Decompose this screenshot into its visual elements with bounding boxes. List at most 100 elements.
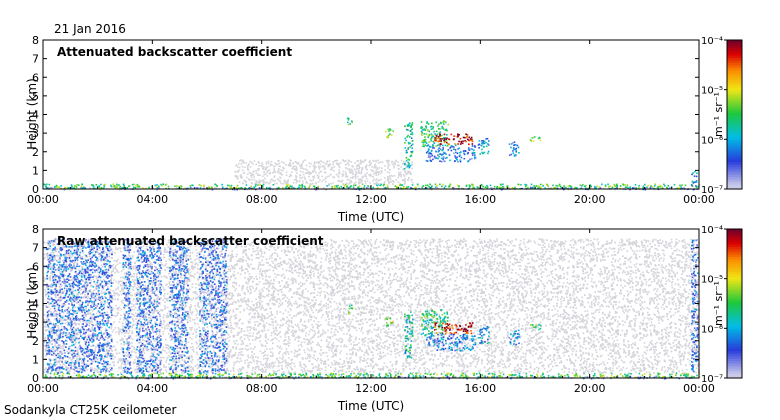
data-cell <box>95 187 97 189</box>
data-cell <box>421 140 424 143</box>
data-cell <box>158 187 160 189</box>
data-cell <box>553 187 555 189</box>
data-cell <box>428 133 431 136</box>
data-cell <box>449 147 451 149</box>
data-cell <box>44 374 47 376</box>
data-cell <box>103 185 106 188</box>
data-cell <box>434 137 437 139</box>
data-cell <box>359 178 362 180</box>
data-cell <box>267 162 270 165</box>
data-cell <box>362 176 364 178</box>
colorbar-segment <box>727 174 742 178</box>
data-cell <box>178 186 180 188</box>
data-cell <box>231 187 234 190</box>
data-cell <box>468 147 470 149</box>
data-cell <box>506 185 509 188</box>
data-cell <box>411 123 413 126</box>
data-cell <box>394 163 396 165</box>
data-cell <box>53 373 56 376</box>
data-cell <box>426 373 429 375</box>
data-cell <box>403 168 406 170</box>
data-cell <box>246 166 249 169</box>
data-cell <box>446 372 448 375</box>
data-cell <box>553 376 556 379</box>
data-cell <box>486 184 488 187</box>
data-cell <box>244 180 247 182</box>
data-cell <box>280 169 283 171</box>
data-cell <box>199 187 202 189</box>
data-cell <box>582 183 584 186</box>
data-cell <box>484 375 486 377</box>
data-cell <box>45 187 48 189</box>
data-cell <box>403 163 406 165</box>
data-cell <box>472 186 475 188</box>
data-cell <box>375 165 377 168</box>
data-cell <box>292 162 294 164</box>
data-cell <box>361 166 363 169</box>
data-cell <box>379 161 382 163</box>
data-cell <box>279 375 281 378</box>
p0-region-1 <box>43 183 701 190</box>
data-cell <box>95 184 98 186</box>
data-cell <box>539 139 542 142</box>
data-cell <box>445 140 447 142</box>
data-cell <box>67 376 70 378</box>
data-cell <box>301 183 303 186</box>
data-cell <box>288 165 291 167</box>
data-cell <box>205 373 208 376</box>
data-cell <box>356 160 358 162</box>
data-cell <box>261 163 264 166</box>
data-cell <box>441 185 443 188</box>
data-cell <box>331 374 333 376</box>
data-cell <box>108 373 111 376</box>
data-cell <box>286 180 289 182</box>
data-cell <box>326 375 329 377</box>
data-cell <box>388 130 390 132</box>
data-cell <box>404 142 406 144</box>
data-cell <box>118 377 120 380</box>
data-cell <box>269 181 272 183</box>
data-cell <box>478 140 481 142</box>
data-cell <box>622 183 624 185</box>
data-cell <box>446 376 449 378</box>
data-cell <box>156 372 158 375</box>
data-cell <box>276 182 278 185</box>
data-cell <box>424 129 427 131</box>
data-cell <box>321 376 323 379</box>
colorbar-segment <box>727 116 742 121</box>
data-cell <box>465 185 468 187</box>
data-cell <box>320 170 323 173</box>
data-cell <box>459 151 461 154</box>
data-cell <box>341 179 344 182</box>
data-cell <box>313 177 315 179</box>
data-cell <box>319 160 322 162</box>
data-cell <box>322 165 325 167</box>
data-cell <box>373 160 375 162</box>
colorbar-segment <box>727 131 742 135</box>
data-cell <box>358 172 360 174</box>
data-cell <box>80 186 83 189</box>
data-cell <box>114 376 116 378</box>
data-cell <box>420 130 423 133</box>
data-cell <box>347 121 349 124</box>
data-cell <box>443 151 445 154</box>
data-cell <box>400 159 403 162</box>
data-cell <box>388 182 390 184</box>
data-cell <box>430 126 432 128</box>
data-cell <box>621 375 624 377</box>
data-cell <box>423 141 425 144</box>
data-cell <box>527 186 529 189</box>
data-cell <box>400 184 402 186</box>
data-cell <box>304 375 306 377</box>
data-cell <box>189 376 191 378</box>
data-cell <box>400 175 403 178</box>
data-cell <box>441 125 444 128</box>
data-cell <box>315 166 317 169</box>
panel-raw-attenuated-backscatter: Raw attenuated backscatter coefficient 0… <box>25 223 743 413</box>
data-cell <box>510 143 513 145</box>
data-cell <box>429 159 432 162</box>
data-cell <box>305 182 307 184</box>
data-cell <box>301 185 304 187</box>
data-cell <box>444 144 447 147</box>
data-cell <box>196 376 198 378</box>
